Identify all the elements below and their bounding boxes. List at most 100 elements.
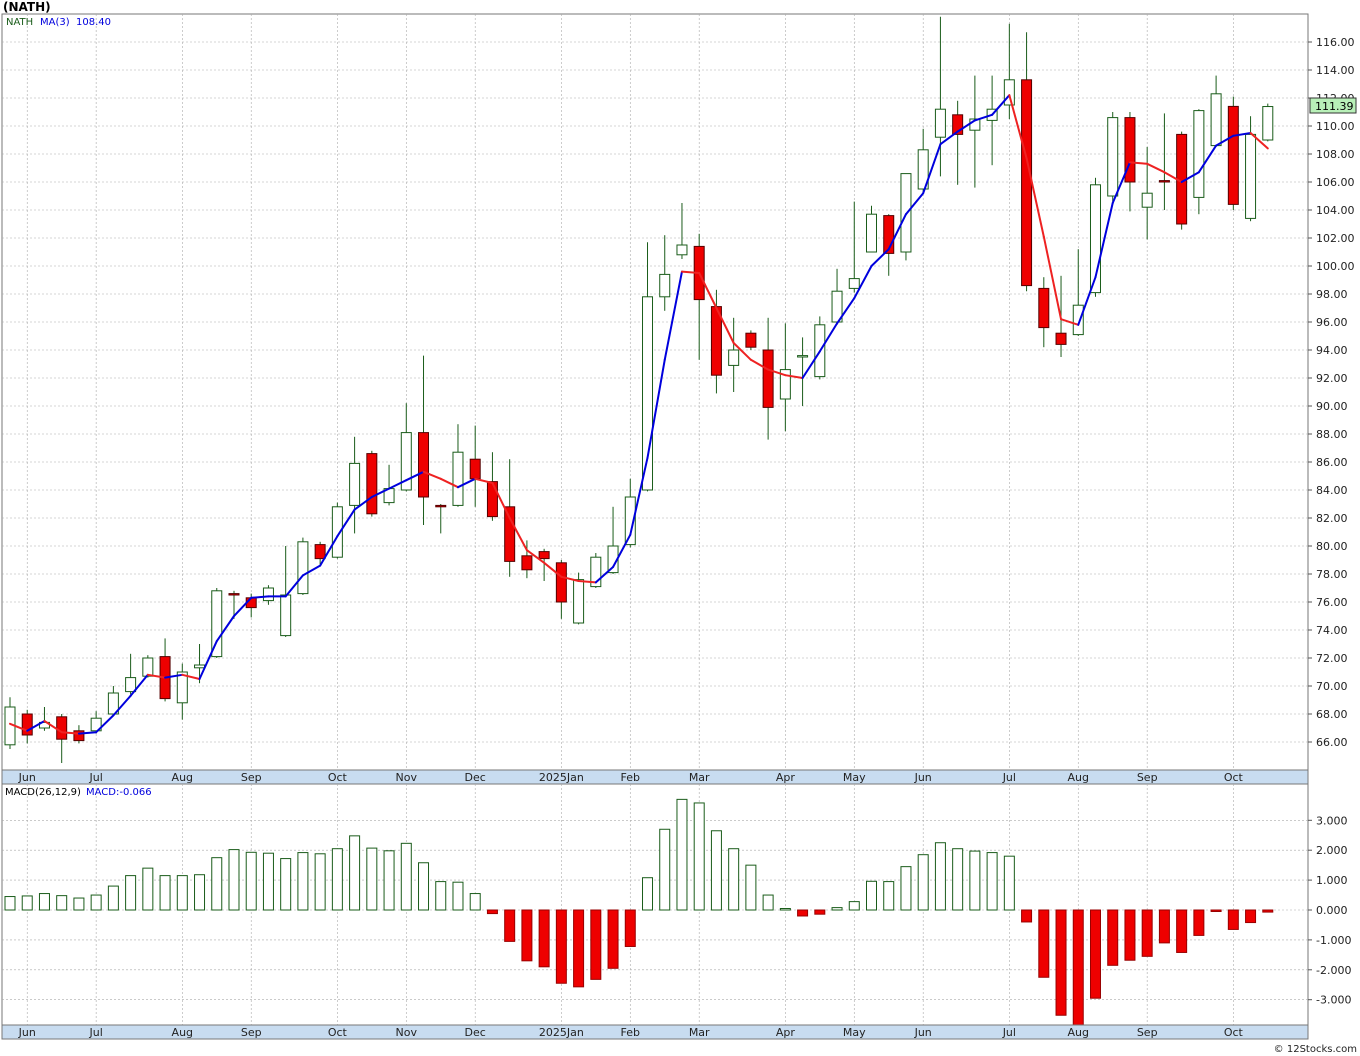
- candle-down: [952, 100, 964, 185]
- macd-bar-negative: [486, 909, 498, 915]
- macd-bar-negative: [1193, 909, 1205, 936]
- macd-bar-positive: [745, 864, 757, 911]
- candle-body: [590, 556, 602, 588]
- macd-bar-negative: [1141, 909, 1153, 957]
- price-y-axis: 66.00 68.00 70.00 72.00 74.00 76.00 78.00 80.00…: [1308, 36, 1355, 749]
- candle-down: [228, 590, 240, 619]
- candle-body: [521, 555, 533, 571]
- candle-body: [676, 244, 688, 256]
- macd-bar-positive: [435, 881, 447, 911]
- candle-body: [349, 462, 361, 506]
- ma-segment: [319, 535, 339, 567]
- macd-bar-negative: [797, 909, 809, 917]
- candle-up: [1193, 109, 1205, 215]
- macd-y-tick-label: 3.000: [1316, 814, 1348, 827]
- candle-up: [331, 502, 343, 559]
- ma-segment: [456, 477, 477, 489]
- candle-body: [262, 587, 274, 602]
- candle-body: [452, 451, 464, 506]
- candle-down: [486, 452, 498, 521]
- candle-body: [952, 114, 964, 135]
- ma-segment: [95, 714, 115, 734]
- ma-segment: [801, 350, 821, 379]
- macd-bar-positive: [38, 893, 50, 911]
- price-x-tick-label: Jul: [1002, 771, 1016, 784]
- ma-segment: [198, 640, 218, 680]
- ma-segment: [749, 358, 770, 371]
- candle-body: [848, 278, 860, 289]
- macd-bar-negative: [1176, 909, 1188, 953]
- macd-bar-positive: [107, 885, 119, 911]
- ma-segment: [853, 265, 873, 300]
- macd-y-tick-label: 0.000: [1316, 904, 1348, 917]
- macd-bar-positive: [779, 908, 791, 911]
- candle-down: [762, 317, 774, 440]
- macd-x-tick-label: Aug: [172, 1026, 193, 1039]
- price-x-tick-label: Dec: [465, 771, 486, 784]
- ma-line-series: [9, 94, 1269, 735]
- macd-y-axis: -3.000 -2.000 -1.000 0.000 1.000 2.000 3.000: [1308, 814, 1351, 1007]
- price-y-tick-label: 86.00: [1316, 456, 1348, 469]
- macd-bar-positive: [917, 854, 929, 911]
- candle-body: [573, 579, 585, 624]
- macd-bar-positive: [452, 881, 464, 911]
- price-y-tick-label: 76.00: [1316, 596, 1348, 609]
- macd-x-tick-label: Sep: [241, 1026, 262, 1039]
- macd-bar-positive: [245, 851, 257, 911]
- price-y-tick-label: 98.00: [1316, 288, 1348, 301]
- ma-segment: [1128, 161, 1149, 165]
- macd-bar-positive: [986, 852, 998, 911]
- macd-x-axis-band: [1, 1024, 1309, 1040]
- ma-segment: [543, 561, 563, 578]
- price-y-tick-label: 68.00: [1316, 708, 1348, 721]
- candle-body: [1158, 180, 1170, 183]
- macd-x-tick-label: Jul: [89, 1026, 103, 1039]
- ma-segment: [388, 479, 408, 490]
- candle-up: [797, 337, 809, 406]
- macd-bar-negative: [1245, 909, 1257, 924]
- price-y-tick-label: 102.00: [1316, 232, 1355, 245]
- macd-bar-negative: [1227, 909, 1239, 930]
- ma-segment: [43, 720, 63, 734]
- candle-body: [555, 562, 567, 603]
- macd-x-tick-label: Jun: [18, 1026, 36, 1039]
- macd-bar-negative: [573, 909, 585, 988]
- candle-body: [400, 432, 412, 491]
- candle-up: [90, 711, 102, 734]
- macd-bar-positive: [676, 798, 688, 911]
- candle-body: [280, 594, 292, 637]
- price-x-tick-label: Oct: [328, 771, 348, 784]
- ma-segment: [887, 213, 907, 251]
- candle-down: [21, 709, 33, 744]
- candle-down: [418, 355, 430, 525]
- macd-x-tick-label: Nov: [396, 1026, 418, 1039]
- price-x-tick-label: Sep: [241, 771, 262, 784]
- macd-bar-positive: [331, 848, 343, 911]
- ma-segment: [991, 94, 1011, 116]
- candle-body: [934, 108, 946, 138]
- price-x-tick-label: Aug: [1068, 771, 1089, 784]
- candle-body: [1072, 304, 1084, 336]
- ma-segment: [784, 374, 804, 379]
- macd-panel: -3.000 -2.000 -1.000 0.000 1.000 2.000 3.000 J…: [1, 783, 1351, 1040]
- candle-body: [435, 504, 447, 508]
- macd-x-tick-label: Oct: [1224, 1026, 1244, 1039]
- macd-bar-positive: [469, 893, 481, 911]
- candle-body: [469, 458, 481, 480]
- candle-body: [56, 716, 68, 740]
- candle-up: [728, 317, 740, 392]
- price-x-tick-label: Jun: [914, 771, 932, 784]
- ma-segment: [1232, 132, 1252, 137]
- ma-segment: [629, 456, 649, 536]
- macd-x-tick-label: Oct: [328, 1026, 348, 1039]
- price-y-tick-label: 82.00: [1316, 512, 1348, 525]
- macd-bar-positive: [952, 848, 964, 911]
- candle-up: [779, 323, 791, 432]
- ma-segment: [1180, 171, 1200, 183]
- macd-x-tick-label: Mar: [689, 1026, 710, 1039]
- price-x-axis: Jun Jul Aug Sep Oct Nov Dec 2025Jan Feb Mar Apr May…: [1, 769, 1309, 785]
- ma-segment: [1215, 134, 1235, 147]
- candle-body: [176, 671, 188, 704]
- ma-segment: [1163, 171, 1183, 183]
